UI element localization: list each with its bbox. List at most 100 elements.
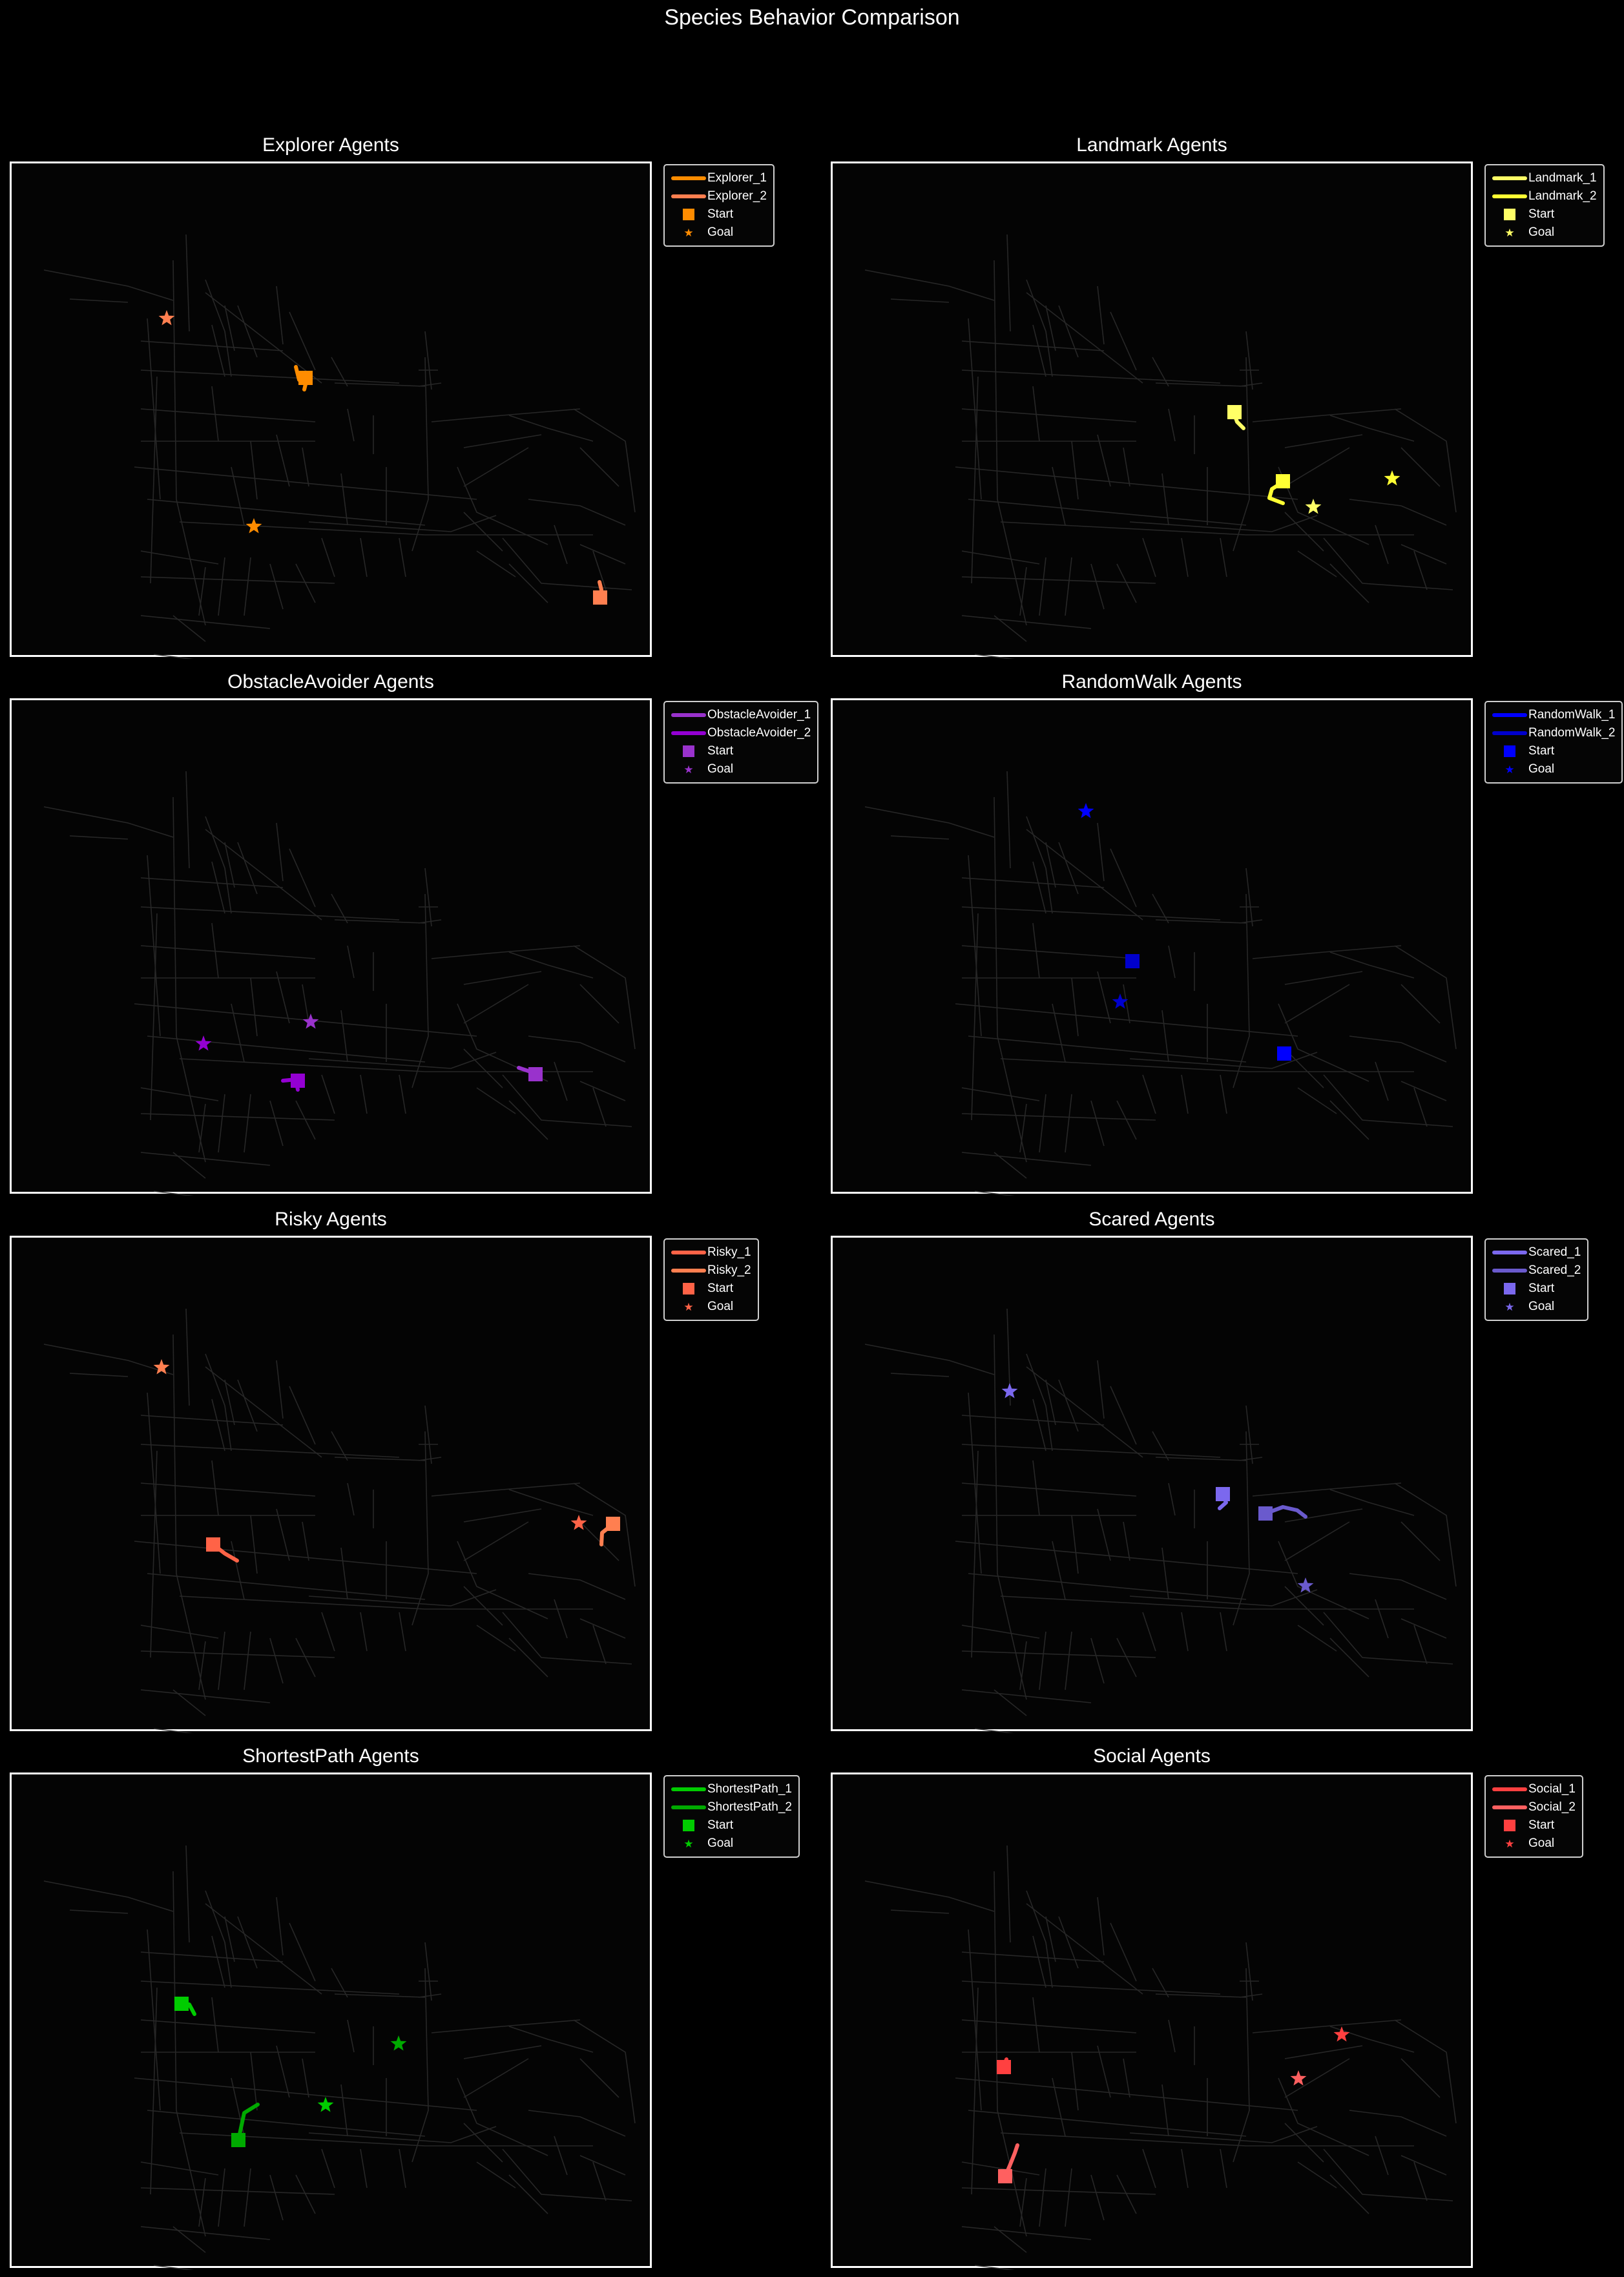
road-segment xyxy=(1245,331,1253,390)
road-segment xyxy=(321,537,335,577)
road-segment xyxy=(302,447,309,487)
legend-square-swatch xyxy=(1491,1280,1528,1298)
legend-label: RandomWalk_2 xyxy=(1528,726,1616,740)
road-segment xyxy=(334,1993,426,1998)
road-segment xyxy=(961,340,1105,351)
road-segment xyxy=(1039,557,1046,616)
road-segment xyxy=(974,1190,1015,1196)
road-segment xyxy=(1019,2178,1027,2227)
road-segment xyxy=(134,2077,477,2111)
start-marker xyxy=(174,1997,189,2011)
road-segment xyxy=(340,1010,348,1063)
road-segment xyxy=(224,1379,235,1426)
map-plot xyxy=(864,234,1457,659)
road-segment xyxy=(1032,1398,1046,1451)
road-segment xyxy=(476,550,516,577)
road-segment xyxy=(1142,2148,1156,2189)
road-segment xyxy=(1323,1074,1453,1127)
road-segment xyxy=(1090,1638,1105,1684)
road-segment xyxy=(1032,861,1046,914)
road-segment xyxy=(211,1460,219,1516)
road-segment xyxy=(418,919,442,924)
road-segment xyxy=(508,1489,594,1516)
road-segment xyxy=(1375,1061,1389,1101)
road-segment xyxy=(150,913,158,1121)
road-segment xyxy=(1123,1521,1130,1561)
legend-square-swatch xyxy=(670,742,707,760)
road-segment xyxy=(971,1450,979,1658)
road-segment xyxy=(69,835,129,840)
road-segment xyxy=(140,1152,271,1166)
road-segment xyxy=(1284,1586,1324,1626)
road-segment xyxy=(1000,521,1414,535)
road-segment xyxy=(1129,1589,1318,1606)
legend-entry: RandomWalk_2 xyxy=(1491,724,1615,742)
legend-label: Landmark_1 xyxy=(1528,171,1597,185)
star-icon: ★ xyxy=(683,763,694,776)
legend-entry: ObstacleAvoider_2 xyxy=(670,724,811,742)
road-segment xyxy=(331,893,348,924)
road-segment xyxy=(579,1618,626,1639)
road-segment xyxy=(218,1094,225,1153)
road-segment xyxy=(172,1871,206,2237)
road-segment xyxy=(1155,1993,1247,1998)
road-segment xyxy=(224,1916,235,1962)
panel-title: ObstacleAvoider Agents xyxy=(227,671,434,692)
road-segment xyxy=(1097,1360,1105,1419)
legend-line-swatch xyxy=(670,724,707,742)
start-marker xyxy=(998,2169,1012,2183)
legend-line-swatch xyxy=(1491,724,1528,742)
road-segment xyxy=(205,816,232,914)
road-segment xyxy=(1052,466,1066,526)
road-segment xyxy=(237,1379,258,1432)
road-segment xyxy=(994,615,1027,642)
road-segment xyxy=(961,1152,1092,1166)
road-segment xyxy=(1065,1094,1072,1153)
legend-entry: ★ Goal xyxy=(670,1835,792,1853)
road-segment xyxy=(1400,447,1441,487)
road-segment xyxy=(955,2077,1298,2111)
road-segment xyxy=(1297,550,1337,577)
road-segment xyxy=(1152,893,1169,924)
road-segment xyxy=(1329,2174,1369,2214)
road-segment xyxy=(1239,1457,1263,1461)
road-segment xyxy=(134,1541,477,1574)
road-segment xyxy=(961,1650,1156,1658)
star-icon: ★ xyxy=(1504,1300,1515,1313)
road-segment xyxy=(147,318,161,500)
road-segment xyxy=(1161,1010,1169,1063)
start-marker xyxy=(291,1074,305,1088)
road-segment xyxy=(43,1880,174,1912)
road-segment xyxy=(890,1909,950,1914)
road-segment xyxy=(1233,1431,1250,1626)
road-segment xyxy=(1284,984,1350,1024)
figure-title: Species Behavior Comparison xyxy=(664,5,960,30)
road-segment xyxy=(994,260,1027,626)
road-segment xyxy=(1161,473,1169,526)
road-segment xyxy=(153,2265,194,2270)
road-segment xyxy=(579,984,619,1024)
road-segment xyxy=(508,1638,548,1678)
road-segment xyxy=(179,1596,593,1610)
road-segment xyxy=(508,2026,594,2053)
road-segment xyxy=(1039,1631,1046,1690)
road-segment xyxy=(1090,563,1105,610)
road-segment xyxy=(1245,1942,1253,2001)
star-icon: ★ xyxy=(683,226,694,239)
road-segment xyxy=(579,1081,626,1101)
road-segment xyxy=(1400,1081,1447,1101)
road-segment xyxy=(1245,1405,1253,1464)
road-segment xyxy=(1097,971,1111,1024)
legend-square-swatch xyxy=(1491,742,1528,760)
road-segment xyxy=(1181,537,1189,577)
road-segment xyxy=(418,1993,442,1998)
road-segment xyxy=(1097,822,1105,882)
map-plot xyxy=(864,771,1457,1196)
road-segment xyxy=(1168,408,1176,442)
map-panel xyxy=(10,698,652,1196)
road-segment xyxy=(1329,415,1415,442)
start-marker xyxy=(593,590,607,605)
road-segment xyxy=(237,305,258,358)
road-segment xyxy=(1220,1612,1227,1652)
road-network xyxy=(864,234,1457,659)
